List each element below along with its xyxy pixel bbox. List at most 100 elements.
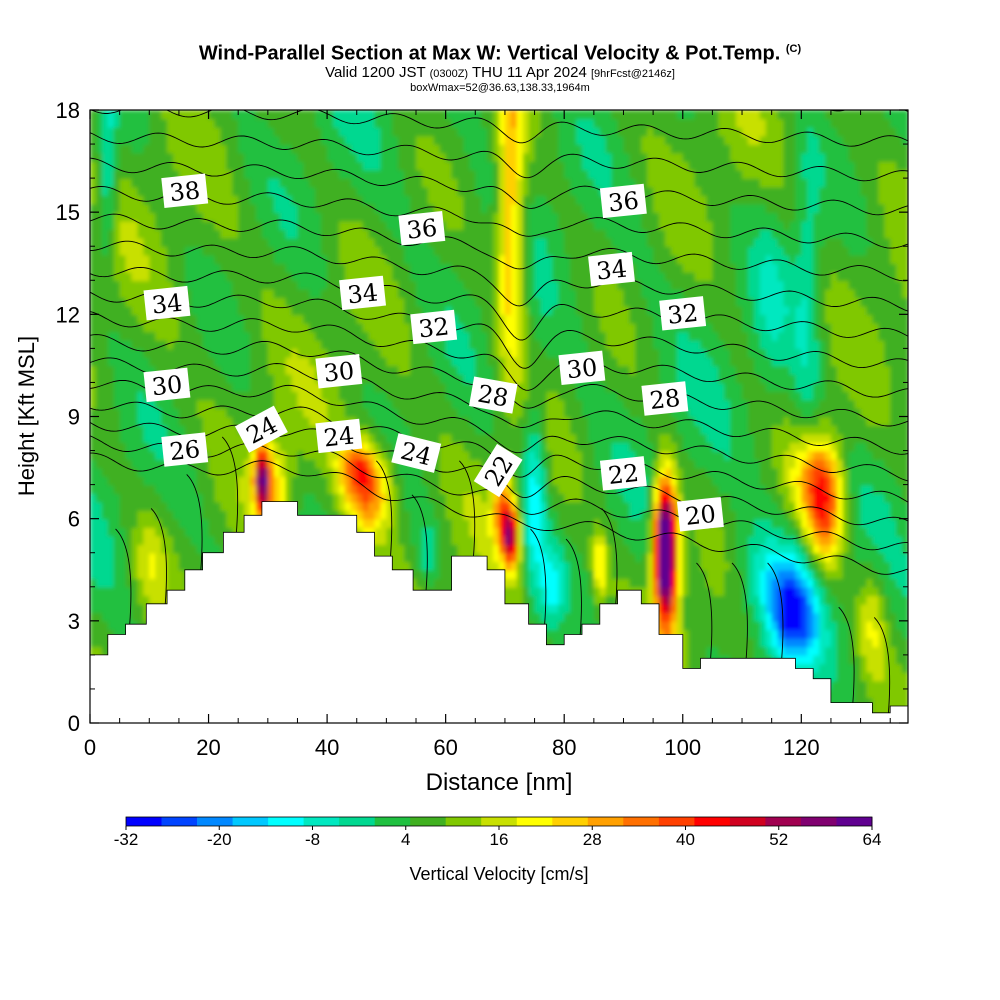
velocity-cell: [404, 501, 411, 511]
velocity-cell: [481, 493, 488, 503]
velocity-cell: [178, 518, 186, 528]
velocity-cell: [558, 612, 566, 622]
velocity-cell: [167, 484, 174, 494]
velocity-cell: [807, 442, 814, 452]
velocity-cell: [854, 637, 862, 648]
velocity-cell: [694, 552, 702, 563]
velocity-cell: [457, 459, 465, 469]
velocity-cell: [273, 467, 281, 477]
velocity-cell: [386, 442, 394, 452]
velocity-cell: [546, 493, 554, 503]
velocity-cell: [333, 493, 340, 503]
velocity-cell: [350, 476, 358, 486]
velocity-cell: [95, 484, 103, 494]
velocity-cell: [676, 467, 684, 477]
velocity-cell: [872, 518, 880, 528]
velocity-cell: [516, 442, 524, 452]
velocity-cell: [143, 425, 151, 435]
velocity-cell: [570, 510, 577, 520]
velocity-cell: [137, 518, 145, 528]
velocity-cell: [753, 493, 761, 503]
velocity-cell: [724, 637, 731, 648]
velocity-cell: [587, 459, 595, 469]
velocity-cell: [220, 476, 228, 486]
velocity-cell: [842, 578, 850, 588]
velocity-cell: [771, 544, 779, 554]
velocity-cell: [724, 535, 731, 546]
velocity-cell: [238, 442, 245, 452]
velocity-cell: [149, 501, 157, 511]
velocity-cell: [404, 535, 411, 546]
velocity-cell: [516, 501, 524, 511]
velocity-cell: [896, 425, 903, 435]
velocity-cell: [842, 612, 850, 622]
velocity-cell: [747, 518, 755, 528]
velocity-cell: [101, 586, 109, 597]
velocity-cell: [161, 569, 168, 580]
velocity-cell: [777, 416, 785, 426]
velocity-cell: [285, 467, 293, 477]
velocity-cell: [475, 433, 483, 443]
velocity-cell: [510, 425, 518, 435]
velocity-cell: [439, 416, 447, 426]
velocity-cell: [795, 612, 803, 622]
velocity-cell: [184, 407, 192, 418]
velocity-cell: [131, 612, 139, 622]
velocity-cell: [528, 433, 536, 443]
velocity-cell: [528, 484, 536, 494]
velocity-cell: [647, 450, 654, 460]
velocity-cell: [113, 595, 121, 605]
velocity-cell: [137, 527, 145, 537]
velocity-cell: [540, 535, 548, 546]
velocity-cell: [872, 425, 880, 435]
velocity-cell: [854, 603, 862, 614]
velocity-cell: [161, 425, 168, 435]
velocity-cell: [101, 407, 109, 418]
velocity-cell: [155, 569, 162, 580]
velocity-cell: [232, 501, 239, 511]
velocity-cell: [576, 425, 583, 435]
velocity-cell: [724, 416, 731, 426]
velocity-cell: [90, 612, 97, 622]
velocity-cell: [777, 569, 785, 580]
velocity-cell: [647, 569, 654, 580]
velocity-cell: [279, 433, 287, 443]
velocity-cell: [167, 578, 174, 588]
velocity-cell: [747, 501, 755, 511]
velocity-cell: [783, 425, 791, 435]
velocity-cell: [842, 620, 850, 631]
velocity-cell: [285, 459, 293, 469]
velocity-cell: [902, 671, 908, 682]
velocity-cell: [226, 442, 234, 452]
velocity-cell: [90, 416, 97, 426]
velocity-cell: [546, 535, 554, 546]
velocity-cell: [659, 586, 666, 597]
velocity-cell: [842, 680, 850, 690]
velocity-cell: [676, 535, 684, 546]
velocity-cell: [101, 476, 109, 486]
velocity-cell: [155, 442, 162, 452]
velocity-cell: [196, 467, 204, 477]
velocity-cell: [161, 595, 168, 605]
velocity-cell: [807, 510, 814, 520]
velocity-cell: [659, 620, 666, 631]
velocity-cell: [890, 612, 897, 622]
velocity-cell: [510, 561, 518, 571]
velocity-cell: [516, 493, 524, 503]
velocity-cell: [149, 433, 157, 443]
velocity-cell: [392, 527, 400, 537]
velocity-cell: [540, 569, 548, 580]
velocity-cell: [795, 459, 803, 469]
velocity-cell: [504, 484, 512, 494]
velocity-cell: [368, 476, 376, 486]
velocity-cell: [848, 433, 856, 443]
velocity-cell: [670, 442, 678, 452]
velocity-cell: [789, 510, 797, 520]
velocity-cell: [528, 535, 536, 546]
velocity-cell: [694, 476, 702, 486]
velocity-cell: [688, 654, 696, 665]
velocity-cell: [564, 569, 571, 580]
velocity-cell: [836, 620, 844, 631]
velocity-cell: [872, 586, 880, 597]
velocity-cell: [860, 629, 868, 639]
